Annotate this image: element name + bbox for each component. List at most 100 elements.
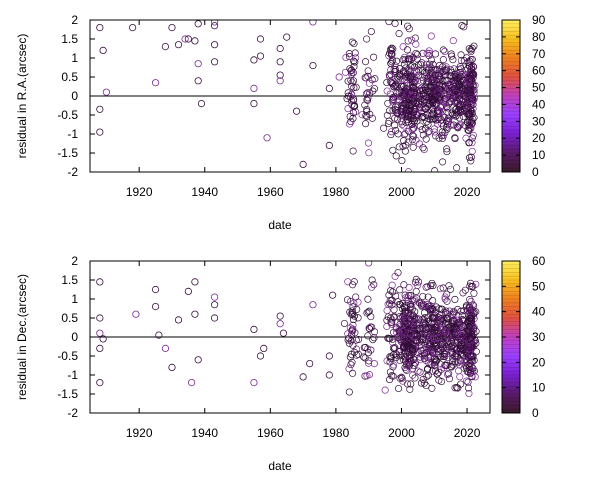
cluster-point xyxy=(348,97,356,105)
cluster-point xyxy=(396,286,404,294)
cluster-point xyxy=(415,324,423,332)
cluster-point xyxy=(368,276,376,284)
cluster-point xyxy=(419,131,427,139)
cluster-point xyxy=(409,83,417,91)
data-point xyxy=(96,378,104,387)
cluster-point xyxy=(424,323,432,331)
cluster-point xyxy=(466,323,474,331)
cluster-point xyxy=(404,342,412,350)
cluster-point xyxy=(364,67,372,75)
cluster-point xyxy=(442,319,450,327)
cluster-point xyxy=(404,380,412,388)
cluster-point xyxy=(423,118,431,126)
colorbar-tick-label: 50 xyxy=(532,81,546,95)
data-point xyxy=(174,316,183,324)
cluster-point xyxy=(419,346,428,354)
cluster-point xyxy=(383,322,391,331)
cluster-point xyxy=(468,352,476,360)
cluster-point xyxy=(407,55,415,63)
cluster-point xyxy=(370,334,378,342)
data-point xyxy=(210,20,219,26)
cluster-point xyxy=(419,86,427,94)
cluster-point xyxy=(414,281,422,289)
cluster-point xyxy=(419,300,427,308)
cluster-point xyxy=(399,355,407,363)
cluster-point xyxy=(396,65,404,73)
cluster-point xyxy=(420,355,429,363)
cluster-point xyxy=(442,307,450,315)
cluster-point xyxy=(407,300,415,309)
cluster-point xyxy=(407,292,415,300)
cluster-point xyxy=(428,111,436,119)
cluster-point xyxy=(392,57,401,65)
cluster-point xyxy=(365,79,373,87)
cluster-point xyxy=(430,334,438,342)
cluster-point xyxy=(434,313,442,321)
cluster-point xyxy=(392,152,400,160)
cluster-point xyxy=(465,384,473,392)
cluster-point xyxy=(434,72,442,80)
cluster-point xyxy=(348,78,356,86)
cluster-point xyxy=(430,96,438,104)
cluster-point xyxy=(449,86,457,94)
cluster-point xyxy=(416,103,424,111)
cluster-point xyxy=(466,124,474,132)
cluster-point xyxy=(404,357,413,365)
x-tick-label: 1960 xyxy=(257,185,284,199)
cluster-point xyxy=(438,108,446,116)
cluster-point xyxy=(423,345,431,353)
cluster-point xyxy=(408,125,416,133)
cluster-point xyxy=(438,325,446,333)
cluster-point xyxy=(394,130,402,138)
cluster-point xyxy=(409,347,417,355)
data-point xyxy=(325,371,333,379)
cluster-point xyxy=(368,323,376,331)
cluster-point xyxy=(435,305,443,313)
cluster-point xyxy=(427,64,436,72)
cluster-point xyxy=(466,360,474,368)
cluster-point xyxy=(463,100,471,108)
cluster-point xyxy=(442,67,450,75)
cluster-point xyxy=(400,102,408,110)
cluster-point xyxy=(428,384,436,392)
data-point xyxy=(325,352,333,360)
cluster-point xyxy=(416,122,424,130)
cluster-point xyxy=(416,368,424,376)
y-tick-label: 0.5 xyxy=(61,311,78,325)
cluster-point xyxy=(418,301,426,309)
cluster-point xyxy=(419,67,427,75)
cluster-point xyxy=(450,65,458,73)
cluster-point xyxy=(403,46,411,54)
data-point xyxy=(250,84,258,93)
data-point xyxy=(191,278,199,286)
cluster-point xyxy=(452,112,460,120)
cluster-point xyxy=(458,336,466,344)
cluster-point xyxy=(389,338,397,346)
cluster-point xyxy=(424,293,432,301)
cluster-point xyxy=(434,88,442,97)
cluster-point xyxy=(349,369,357,377)
cluster-point xyxy=(423,366,432,374)
data-point xyxy=(96,128,104,136)
cluster-point xyxy=(464,346,472,354)
colorbar-tick-label: 70 xyxy=(532,47,546,61)
cluster-point xyxy=(352,83,360,91)
cluster-point xyxy=(415,92,423,100)
y-tick-label: -2 xyxy=(67,165,78,179)
cluster-point xyxy=(457,51,465,59)
cluster-point xyxy=(409,365,417,373)
cluster-point xyxy=(471,81,479,89)
cluster-point xyxy=(401,130,409,138)
cluster-point xyxy=(422,69,431,77)
cluster-point xyxy=(441,293,449,301)
y-tick-label: -1.5 xyxy=(57,146,78,160)
cluster-point xyxy=(450,307,458,316)
data-points xyxy=(96,20,479,172)
cluster-point xyxy=(425,371,433,379)
cluster-point xyxy=(395,30,403,38)
cluster-point xyxy=(352,54,360,62)
cluster-point xyxy=(391,20,399,28)
cluster-point xyxy=(441,295,449,303)
cluster-point xyxy=(417,84,426,92)
